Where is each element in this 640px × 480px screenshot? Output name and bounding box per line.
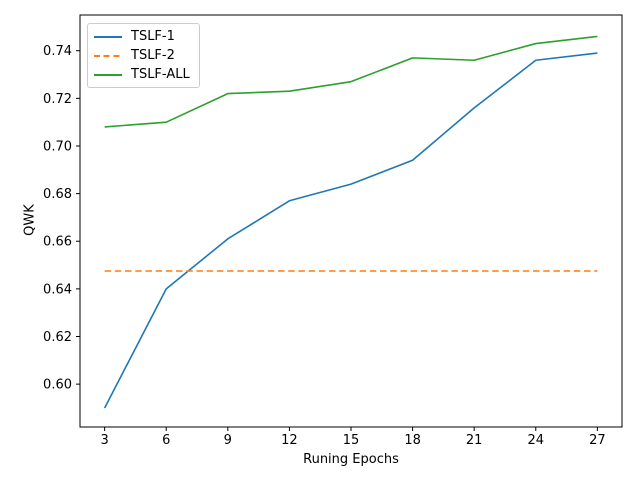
legend-item-tslf-all: TSLF-ALL [88, 66, 199, 84]
y-tick-label: 0.74 [43, 44, 72, 59]
legend-label: TSLF-2 [131, 48, 175, 63]
legend-label: TSLF-ALL [131, 67, 190, 82]
y-tick-label: 0.66 [43, 235, 72, 250]
y-axis-label: QWK [22, 204, 38, 236]
y-tick-label: 0.72 [43, 92, 72, 107]
y-tick-label: 0.70 [43, 139, 72, 154]
x-tick-label: 15 [343, 433, 360, 448]
legend-line-sample-solid-blue [94, 35, 122, 38]
legend: TSLF-1 TSLF-2 TSLF-ALL [87, 23, 200, 88]
x-axis-label: Runing Epochs [303, 452, 399, 467]
y-tick-label: 0.62 [43, 330, 72, 345]
y-tick-label: 0.64 [43, 282, 72, 297]
x-tick-label: 18 [404, 433, 421, 448]
legend-item-tslf-2: TSLF-2 [88, 47, 199, 65]
x-tick-label: 9 [224, 433, 232, 448]
x-tick-label: 24 [527, 433, 544, 448]
series-line-tslf-1 [103, 52, 598, 409]
x-tick-label: 21 [466, 433, 483, 448]
legend-line-sample-dashed-orange [94, 54, 122, 57]
x-tick-label: 6 [162, 433, 170, 448]
x-tick-label: 12 [281, 433, 298, 448]
x-tick-label: 3 [100, 433, 108, 448]
y-tick-label: 0.60 [43, 378, 72, 393]
y-tick-label: 0.68 [43, 187, 72, 202]
legend-label: TSLF-1 [131, 29, 175, 44]
series-line-tslf-all [104, 35, 598, 128]
legend-item-tslf-1: TSLF-1 [88, 28, 199, 46]
x-tick-label: 27 [589, 433, 606, 448]
legend-line-sample-solid-green [94, 73, 122, 76]
